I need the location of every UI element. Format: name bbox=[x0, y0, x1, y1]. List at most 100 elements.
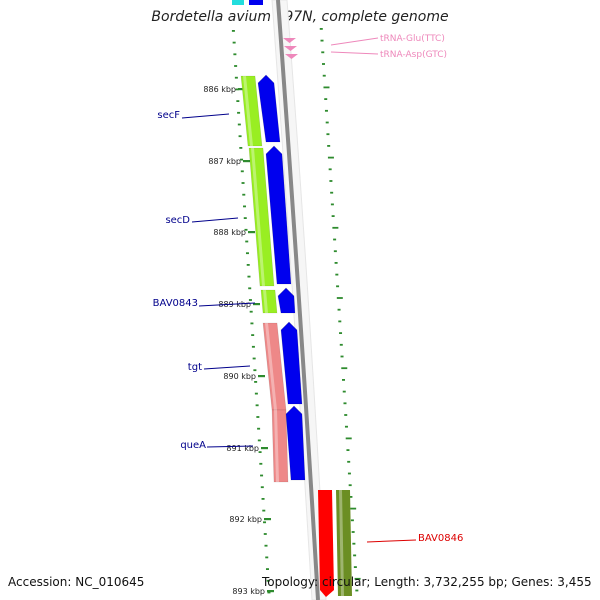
gene-secF-shine bbox=[243, 76, 253, 146]
scale-label: 892 kbp bbox=[229, 515, 262, 524]
inner-tick bbox=[243, 205, 247, 208]
inner-tick bbox=[231, 30, 235, 32]
inner-tick bbox=[255, 404, 259, 407]
gene-label-queA: queA bbox=[180, 440, 206, 451]
inner-tick bbox=[265, 568, 269, 570]
inner-tick bbox=[256, 416, 260, 418]
major-tick bbox=[248, 231, 255, 234]
cds-partial-top bbox=[249, 0, 263, 5]
trna-feature bbox=[285, 54, 298, 59]
inner-tick bbox=[267, 591, 271, 594]
outer-tick bbox=[344, 425, 348, 428]
inner-tick bbox=[254, 381, 258, 383]
major-tick bbox=[267, 590, 274, 593]
cds-secF bbox=[257, 74, 281, 143]
outer-tick bbox=[338, 320, 342, 323]
gene-label-BAV0843: BAV0843 bbox=[153, 298, 198, 309]
inner-tick bbox=[243, 217, 247, 219]
outer-tick bbox=[320, 39, 324, 42]
inner-tick bbox=[234, 65, 238, 67]
gene-BAV0843 bbox=[260, 289, 278, 314]
outer-tick bbox=[321, 51, 325, 54]
inner-tick bbox=[252, 357, 256, 360]
genome-title: Bordetella avium 197N, complete genome bbox=[151, 9, 449, 25]
inner-tick bbox=[257, 427, 261, 430]
inner-tick bbox=[266, 579, 270, 582]
tick-marks bbox=[231, 28, 361, 594]
outer-tick bbox=[346, 449, 350, 451]
outer-tick bbox=[350, 507, 357, 510]
trna-label: tRNA-Asp(GTC) bbox=[380, 50, 447, 60]
inner-tick bbox=[260, 474, 264, 477]
trna-leader bbox=[330, 37, 379, 46]
gene-secF bbox=[240, 75, 263, 147]
outer-tick bbox=[342, 390, 346, 393]
outer-tick bbox=[328, 168, 332, 171]
outer-tick bbox=[353, 566, 357, 568]
outer-tick bbox=[332, 226, 339, 229]
outer-tick bbox=[351, 531, 355, 533]
gene-BAV0843-shine bbox=[263, 290, 268, 313]
inner-tick bbox=[244, 228, 248, 231]
gene-queA bbox=[271, 409, 289, 483]
inner-tick bbox=[263, 533, 267, 535]
inner-tick bbox=[236, 100, 240, 102]
gene-label-secD: secD bbox=[165, 215, 190, 226]
inner-tick bbox=[246, 264, 250, 266]
inner-tick bbox=[251, 334, 255, 336]
scale-label: 886 kbp bbox=[203, 85, 236, 94]
inner-tick bbox=[241, 182, 245, 184]
inner-tick bbox=[245, 252, 249, 255]
major-tick bbox=[243, 160, 250, 163]
outer-tick bbox=[333, 250, 337, 253]
outer-tick bbox=[355, 589, 359, 592]
outer-tick bbox=[345, 437, 352, 440]
major-tick bbox=[238, 88, 245, 91]
inner-tick bbox=[265, 556, 269, 559]
label-leader bbox=[206, 445, 254, 448]
outer-tick bbox=[336, 285, 340, 288]
gene-secD-shine bbox=[251, 148, 265, 286]
inner-tick bbox=[238, 135, 242, 138]
outer-tick bbox=[334, 262, 338, 264]
outer-tick bbox=[326, 133, 330, 136]
outer-tick bbox=[323, 86, 330, 89]
scale-label: 887 kbp bbox=[208, 157, 241, 166]
inner-tick bbox=[237, 111, 241, 114]
cds-BAV0843 bbox=[277, 287, 296, 314]
major-tick bbox=[264, 518, 271, 521]
label-leader bbox=[191, 217, 239, 223]
inner-tick bbox=[250, 322, 254, 325]
inner-tick bbox=[245, 240, 249, 243]
gene-BAV0846-shine bbox=[339, 490, 344, 596]
inner-tick bbox=[249, 310, 253, 313]
inner-tick bbox=[264, 544, 268, 547]
gene-label-secF: secF bbox=[157, 110, 180, 121]
outer-tick bbox=[354, 577, 361, 580]
outer-tick bbox=[331, 215, 335, 217]
trna-feature bbox=[283, 38, 296, 43]
inner-tick bbox=[247, 275, 251, 278]
gene-partial-top bbox=[232, 0, 244, 5]
inner-tick bbox=[257, 439, 261, 442]
outer-tick bbox=[324, 109, 328, 112]
gene-secD bbox=[248, 147, 275, 287]
gene-BAV0846 bbox=[336, 490, 352, 596]
inner-tick bbox=[234, 76, 238, 79]
outer-tick bbox=[348, 484, 352, 487]
outer-tick bbox=[335, 273, 339, 276]
inner-tick bbox=[233, 53, 237, 56]
genome-summary: Topology: circular; Length: 3,732,255 bp… bbox=[262, 575, 592, 589]
cds-tgt bbox=[280, 321, 303, 405]
outer-tick bbox=[337, 308, 341, 311]
outer-tick bbox=[321, 63, 325, 65]
inner-tick bbox=[259, 462, 263, 465]
label-leader bbox=[366, 539, 417, 543]
trna-label: tRNA-Glu(TTC) bbox=[380, 34, 445, 44]
outer-tick bbox=[350, 519, 354, 522]
outer-tick bbox=[339, 343, 343, 346]
cds-queA bbox=[285, 405, 306, 481]
inner-tick bbox=[240, 158, 244, 161]
inner-tick bbox=[248, 287, 252, 290]
label-leader bbox=[181, 113, 230, 119]
